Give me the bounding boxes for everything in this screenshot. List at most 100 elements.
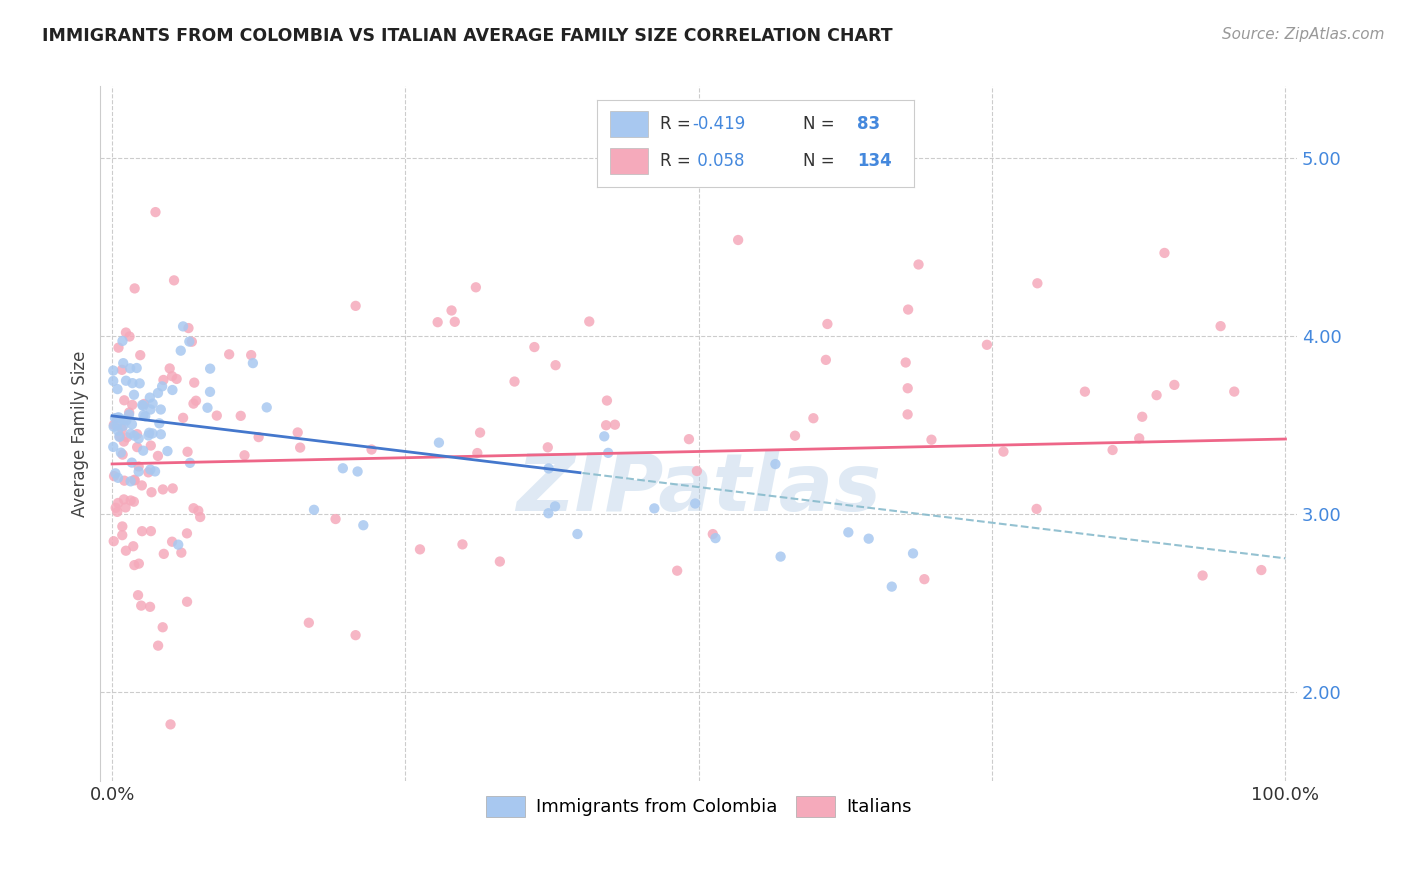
Point [332,461,354,475]
Point [427,435,450,450]
Point [145,205,167,219]
Point [287,425,309,440]
Point [156,444,179,458]
Point [115,543,138,558]
Point [112,474,135,488]
Point [451,537,474,551]
Point [115,374,138,388]
Point [131,478,153,492]
Point [138,428,160,442]
Point [440,303,463,318]
Point [121,456,143,470]
Point [1146,388,1168,402]
Point [858,532,880,546]
Point [1074,384,1097,399]
Point [523,340,546,354]
Point [124,474,146,488]
Point [837,525,859,540]
Point [344,299,367,313]
Point [198,361,221,376]
Point [803,411,825,425]
Point [124,473,146,487]
Point [198,384,221,399]
Point [160,534,183,549]
Point [150,379,173,393]
Point [596,393,619,408]
Point [162,383,184,397]
Point [139,524,162,538]
Point [139,402,162,417]
Point [603,417,626,432]
Point [765,457,787,471]
Point [152,620,174,634]
Point [912,572,935,586]
Point [111,528,134,542]
Point [127,440,149,454]
Point [111,363,134,377]
Point [134,409,156,424]
Point [218,347,240,361]
Point [205,409,228,423]
Point [111,334,134,348]
Legend: Immigrants from Colombia, Italians: Immigrants from Colombia, Italians [478,789,920,824]
Point [124,558,146,573]
Point [704,531,727,545]
Point [115,413,138,427]
Point [177,321,200,335]
Point [1223,384,1246,399]
Point [105,505,128,519]
Point [138,466,160,480]
Point [103,469,125,483]
Point [686,464,709,478]
Point [148,417,170,431]
Point [111,422,134,436]
Text: IMMIGRANTS FROM COLOMBIA VS ITALIAN AVERAGE FAMILY SIZE CORRELATION CHART: IMMIGRANTS FROM COLOMBIA VS ITALIAN AVER… [42,27,893,45]
Point [132,399,155,413]
Point [187,504,209,518]
Point [727,233,749,247]
Point [160,369,183,384]
Point [112,356,135,370]
Point [1025,502,1047,516]
Point [139,439,162,453]
Point [503,375,526,389]
Point [409,542,432,557]
Point [104,467,127,481]
Point [166,372,188,386]
Point [1209,319,1232,334]
Point [124,281,146,295]
Point [179,334,201,349]
Point [360,442,382,457]
Point [769,549,792,564]
Point [163,273,186,287]
Point [567,527,589,541]
Point [1026,277,1049,291]
Point [120,361,142,376]
Point [443,315,465,329]
Point [107,341,129,355]
Point [139,599,162,614]
Point [139,462,162,476]
Point [1163,378,1185,392]
Point [352,518,374,533]
Point [128,459,150,474]
Point [121,376,143,391]
Point [325,512,347,526]
Point [666,564,689,578]
Point [897,381,920,395]
Point [180,334,202,349]
Point [468,425,491,440]
Point [544,500,567,514]
Point [114,500,136,515]
Point [149,402,172,417]
Point [111,519,134,533]
Point [105,418,128,433]
Point [907,258,929,272]
Point [578,314,600,328]
Point [132,408,155,422]
Point [129,599,152,613]
Point [120,426,142,441]
Point [184,393,207,408]
Point [128,465,150,479]
Point [152,483,174,497]
